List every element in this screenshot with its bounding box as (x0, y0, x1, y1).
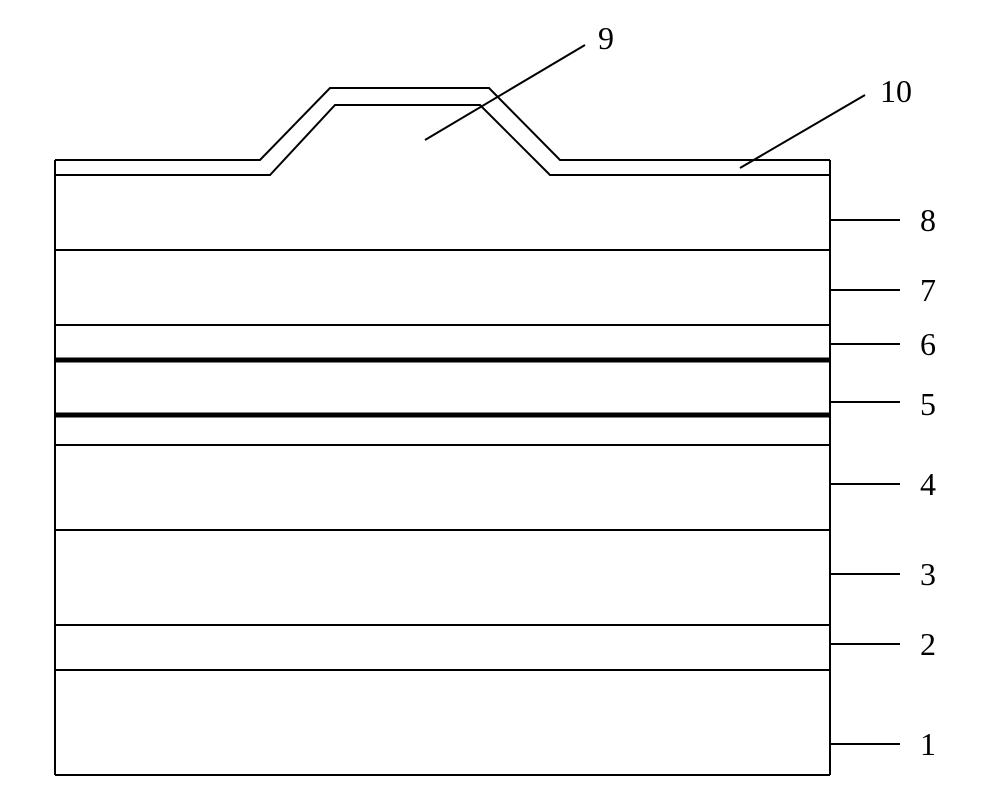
cross-section-svg (0, 0, 1000, 794)
diagram-stage: 9 10 8 7 6 5 4 3 2 1 (0, 0, 1000, 794)
